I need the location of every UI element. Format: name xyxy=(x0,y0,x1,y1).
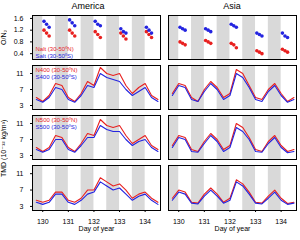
svg-text:Day of year: Day of year xyxy=(79,225,115,233)
svg-text:Day of year: Day of year xyxy=(215,225,251,233)
svg-text:1.2: 1.2 xyxy=(14,26,24,33)
svg-text:7: 7 xyxy=(20,136,24,143)
svg-text:7: 7 xyxy=(20,86,24,93)
svg-text:130: 130 xyxy=(173,218,185,225)
html-text:America: America xyxy=(71,1,105,11)
svg-text:11: 11 xyxy=(16,70,23,77)
svg-text:1.6: 1.6 xyxy=(14,15,24,22)
svg-text:Salt (30-50ºS): Salt (30-50ºS) xyxy=(36,53,74,59)
svg-text:131: 131 xyxy=(198,218,210,225)
svg-text:132: 132 xyxy=(224,218,236,226)
svg-text:7: 7 xyxy=(20,186,24,193)
svg-text:132: 132 xyxy=(88,218,100,226)
svg-text:130: 130 xyxy=(37,218,49,225)
svg-text:Nalt (30-50ºN): Nalt (30-50ºN) xyxy=(36,46,74,52)
svg-text:0.8: 0.8 xyxy=(14,38,24,45)
svg-text:3: 3 xyxy=(20,152,24,159)
svg-text:S400 (30-50ºS): S400 (30-50ºS) xyxy=(36,74,77,80)
svg-text:134: 134 xyxy=(275,218,287,225)
svg-text:131: 131 xyxy=(62,218,74,225)
html-text:O/N₂: O/N₂ xyxy=(0,29,7,45)
html-text:TMD (10⁻¹² kg/m³): TMD (10⁻¹² kg/m³) xyxy=(0,119,7,177)
svg-text:133: 133 xyxy=(114,218,126,225)
svg-text:11: 11 xyxy=(16,120,23,127)
svg-text:0.4: 0.4 xyxy=(14,50,24,57)
svg-text:N400 (30-50ºN): N400 (30-50ºN) xyxy=(36,67,78,73)
svg-text:134: 134 xyxy=(139,218,151,225)
svg-text:S500 (30-50ºS): S500 (30-50ºS) xyxy=(36,124,77,130)
svg-text:3: 3 xyxy=(20,102,24,109)
svg-text:3: 3 xyxy=(20,203,24,210)
svg-text:N500 (30-50ºN): N500 (30-50ºN) xyxy=(36,117,78,123)
html-text:Asia: Asia xyxy=(223,1,241,11)
svg-text:133: 133 xyxy=(250,218,262,225)
svg-text:11: 11 xyxy=(16,170,23,177)
